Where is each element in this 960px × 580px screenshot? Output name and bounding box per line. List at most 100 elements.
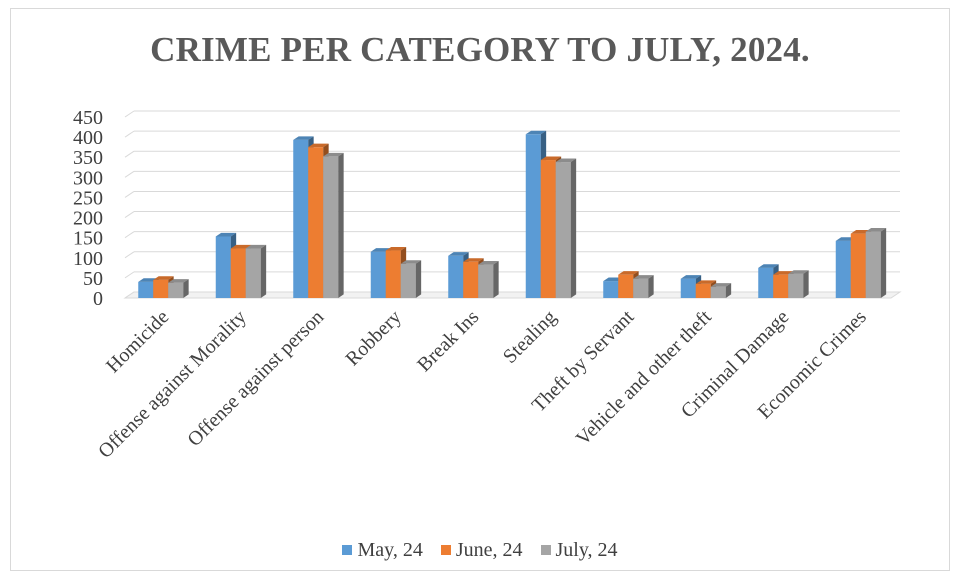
bar xyxy=(215,236,231,298)
bar xyxy=(850,233,866,298)
bar xyxy=(400,263,416,298)
x-tick-label: Stealing xyxy=(499,306,561,368)
bar xyxy=(758,267,774,298)
bar-top xyxy=(245,244,267,249)
bar-top xyxy=(478,261,499,265)
bar xyxy=(323,156,339,298)
y-tick-label: 200 xyxy=(73,208,103,230)
x-tick-label: Homicide xyxy=(102,306,173,377)
bar xyxy=(370,251,386,298)
gridline-side xyxy=(124,110,135,118)
bar xyxy=(138,281,154,298)
y-tick-label: 350 xyxy=(73,147,103,169)
bar xyxy=(448,255,464,298)
bar-top xyxy=(400,260,422,264)
bar-top xyxy=(525,130,547,135)
bar-side xyxy=(725,283,732,298)
bar-side xyxy=(415,260,422,298)
bar xyxy=(633,278,649,298)
bar-top xyxy=(680,275,702,279)
gridline-side xyxy=(124,150,135,158)
bar-top xyxy=(758,264,779,268)
bar-top xyxy=(293,136,314,140)
gridline-side xyxy=(124,170,135,178)
bar xyxy=(153,279,169,298)
bar xyxy=(773,274,789,298)
bar xyxy=(865,231,881,298)
legend: May, 24 June, 24 July, 24 xyxy=(0,538,960,562)
bar-top xyxy=(448,252,469,256)
y-tick-label: 400 xyxy=(73,127,103,149)
bar xyxy=(618,274,634,298)
bar-side xyxy=(183,279,189,298)
legend-swatch xyxy=(342,545,353,555)
bar xyxy=(695,283,711,298)
y-tick-label: 100 xyxy=(73,248,103,270)
bar-side xyxy=(880,228,887,298)
x-tick-label: Offense against Morality xyxy=(94,306,251,463)
bar-side xyxy=(493,261,499,298)
bar-side xyxy=(803,270,809,298)
chart-title: CRIME PER CATEGORY TO JULY, 2024. xyxy=(150,30,810,69)
bar-top xyxy=(695,280,717,284)
bar-side xyxy=(648,275,654,298)
gridline-side xyxy=(124,130,135,138)
y-tick-label: 250 xyxy=(73,187,103,209)
y-tick-label: 300 xyxy=(73,167,103,189)
bar xyxy=(555,162,571,298)
bar xyxy=(478,264,494,298)
bar-top xyxy=(308,143,329,148)
bar xyxy=(680,278,696,298)
bar xyxy=(308,147,324,298)
x-tick-label: Robbery xyxy=(342,306,406,370)
gridline-side xyxy=(124,271,135,279)
bar-top xyxy=(788,270,809,274)
bar xyxy=(168,282,184,298)
bar xyxy=(525,134,541,298)
gridline-side xyxy=(124,251,135,259)
bar-top xyxy=(153,276,174,280)
bar-top xyxy=(633,275,654,279)
gridline-side xyxy=(124,211,135,218)
x-tick-label: Break Ins xyxy=(413,306,483,376)
bar-top xyxy=(385,246,407,251)
bar xyxy=(293,139,309,298)
legend-item: July, 24 xyxy=(540,538,618,562)
legend-swatch xyxy=(540,545,551,555)
y-tick-label: 50 xyxy=(83,268,103,290)
x-tick-label: Offense against person xyxy=(183,306,328,451)
bar-side xyxy=(570,158,577,298)
bar xyxy=(835,240,851,298)
legend-label: June, 24 xyxy=(455,538,523,561)
bar xyxy=(463,261,479,298)
gridline-side xyxy=(124,191,135,198)
bar xyxy=(385,250,401,298)
bar xyxy=(788,273,804,298)
legend-label: July, 24 xyxy=(555,538,618,561)
bar-side xyxy=(338,152,344,298)
bar-top xyxy=(540,156,562,161)
gridline-side xyxy=(124,231,135,239)
bar-top xyxy=(215,232,237,237)
bar xyxy=(245,248,261,298)
bar-top xyxy=(323,152,344,157)
bar xyxy=(603,281,619,298)
bar-top xyxy=(618,271,639,275)
legend-item: June, 24 xyxy=(440,538,523,562)
bar-top xyxy=(555,158,577,163)
bar xyxy=(230,248,246,298)
legend-swatch xyxy=(440,545,451,555)
bar-side xyxy=(260,244,267,298)
y-tick-label: 450 xyxy=(73,107,103,129)
x-tick-label: Vehicle and other theft xyxy=(572,306,716,450)
bar-top xyxy=(865,228,887,232)
bar-top xyxy=(168,279,189,283)
legend-item: May, 24 xyxy=(342,538,423,562)
legend-label: May, 24 xyxy=(357,538,423,561)
y-tick-label: 0 xyxy=(93,288,103,310)
bar xyxy=(540,160,556,298)
bar-top xyxy=(230,244,252,249)
y-tick-label: 150 xyxy=(73,228,103,250)
bar xyxy=(710,286,726,298)
